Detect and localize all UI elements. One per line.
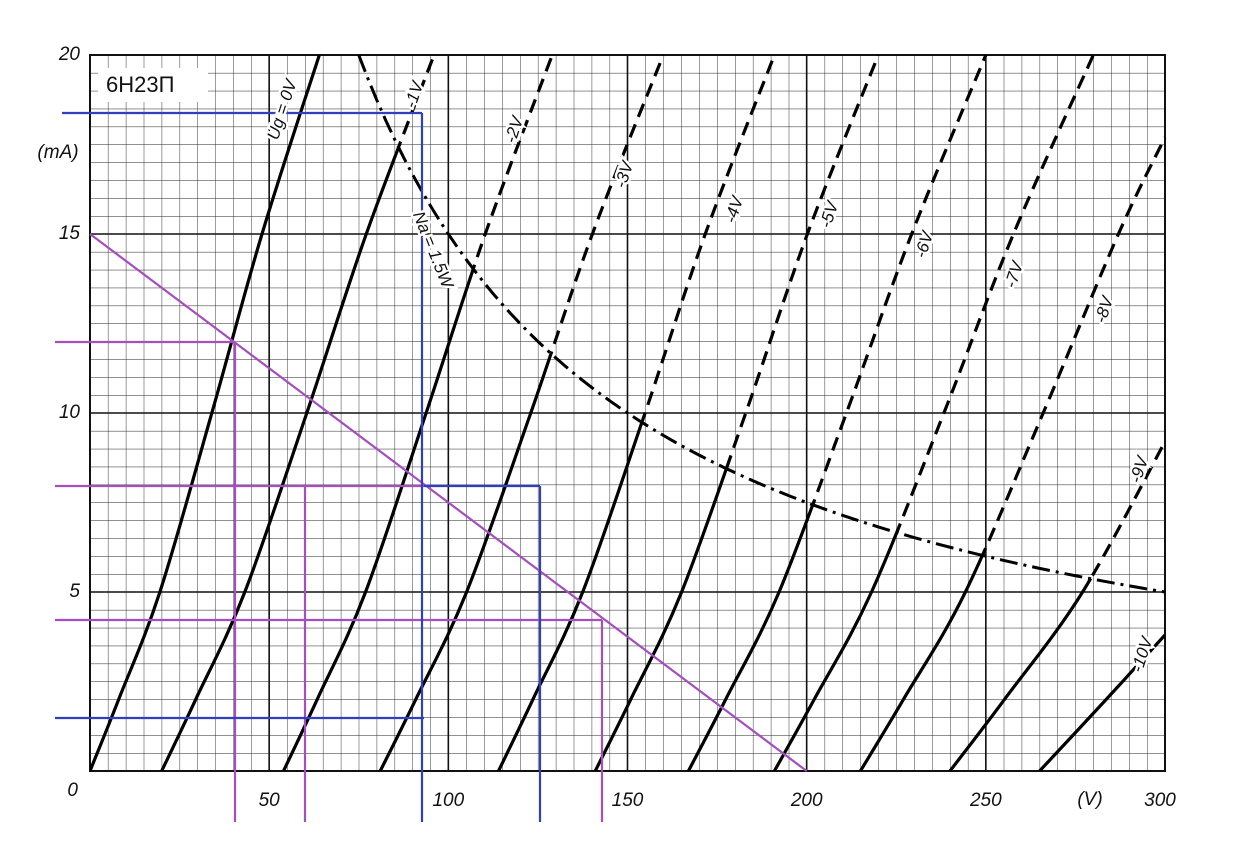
x-tick-label: 250 xyxy=(969,790,1002,811)
x-tick-label: 200 xyxy=(790,790,823,811)
curve-dashed xyxy=(948,440,1167,592)
x-tick-label: 300 xyxy=(1144,790,1176,811)
curve-dashed xyxy=(686,54,988,592)
chart-title: 6H23П xyxy=(106,72,174,97)
curve-dashed xyxy=(859,136,1167,592)
x-tick-label: 100 xyxy=(432,790,464,811)
curve-dashed xyxy=(358,54,554,592)
plot-frame xyxy=(89,54,1166,772)
curve xyxy=(1038,633,1165,771)
y-tick-label: 10 xyxy=(59,402,81,423)
curve-dashed xyxy=(773,54,1095,592)
y-tick-label: 15 xyxy=(59,223,81,244)
curve-dashed xyxy=(497,54,776,592)
x-tick-label: 150 xyxy=(612,790,644,811)
curve-dashed xyxy=(593,54,880,592)
curve xyxy=(90,55,321,771)
y-tick-label: 20 xyxy=(58,44,81,65)
x-axis-label: (V) xyxy=(1077,789,1102,810)
x-tick-label: 50 xyxy=(259,790,281,811)
y-axis-label: (mA) xyxy=(37,142,78,163)
y-tick-label: 0 xyxy=(67,780,78,801)
guide-lines xyxy=(55,111,604,822)
y-tick-label: 5 xyxy=(69,581,80,602)
power-limit-curve xyxy=(357,54,1166,594)
curve xyxy=(160,55,436,771)
curve-dashed xyxy=(378,54,665,592)
title-box xyxy=(98,68,208,102)
load-line xyxy=(89,233,808,772)
